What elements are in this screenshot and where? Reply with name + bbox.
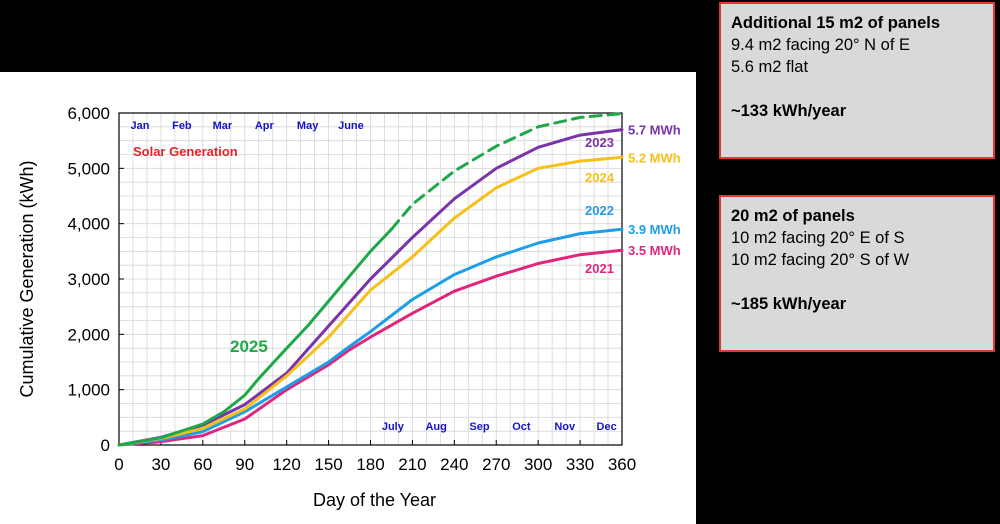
month-label: Apr bbox=[255, 120, 275, 132]
y-tick-label: 4,000 bbox=[67, 215, 110, 234]
year-label-2025: 2025 bbox=[230, 337, 268, 356]
info-box-total: ~133 kWh/year bbox=[731, 102, 847, 120]
end-label-2024: 5.2 MWh bbox=[628, 150, 681, 165]
info-box-line: 9.4 m2 facing 20° N of E bbox=[731, 36, 911, 54]
month-label: Feb bbox=[172, 120, 192, 132]
y-tick-label: 0 bbox=[101, 436, 110, 455]
x-tick-label: 0 bbox=[114, 455, 123, 474]
month-label: May bbox=[297, 120, 319, 132]
series-line-2022 bbox=[117, 227, 624, 447]
year-label-2022: 2022 bbox=[585, 203, 614, 218]
end-label-2021: 3.5 MWh bbox=[628, 243, 681, 258]
x-tick-label: 120 bbox=[272, 455, 300, 474]
y-tick-label: 5,000 bbox=[67, 159, 110, 178]
info-box-title: Additional 15 m2 of panels bbox=[731, 14, 941, 32]
x-tick-label: 30 bbox=[151, 455, 170, 474]
end-label-2022: 3.9 MWh bbox=[628, 222, 681, 237]
year-label-2024: 2024 bbox=[585, 170, 615, 185]
y-tick-label: 6,000 bbox=[67, 104, 110, 123]
series-line-2025 bbox=[117, 227, 393, 447]
x-tick-label: 360 bbox=[608, 455, 636, 474]
info-box-line: 10 m2 facing 20° S of W bbox=[731, 251, 910, 269]
x-axis-title: Day of the Year bbox=[313, 490, 436, 510]
x-tick-label: 240 bbox=[440, 455, 468, 474]
chart-panel: 0 30 60 90 120 150 180 210 240 270 300 330 360 0 1,000… bbox=[0, 72, 696, 524]
chart-title: Solar Generation bbox=[133, 144, 238, 159]
y-tick-label: 1,000 bbox=[67, 381, 110, 400]
x-tick-label: 270 bbox=[482, 455, 510, 474]
series-line-2024 bbox=[117, 155, 624, 447]
year-label-2021: 2021 bbox=[585, 261, 614, 276]
info-box-line: 10 m2 facing 20° E of S bbox=[731, 229, 905, 247]
series-line-2021 bbox=[117, 248, 624, 447]
info-box-total: ~185 kWh/year bbox=[731, 295, 847, 313]
month-label: Sep bbox=[469, 421, 489, 433]
series-line-2025-projection bbox=[390, 112, 624, 231]
cumulative-generation-chart: 0 30 60 90 120 150 180 210 240 270 300 330 360 0 1,000… bbox=[17, 104, 681, 510]
info-box-original-panels: 20 m2 of panels 10 m2 facing 20° E of S … bbox=[719, 195, 995, 352]
y-axis-title: Cumulative Generation (kWh) bbox=[17, 160, 37, 397]
x-tick-label: 90 bbox=[235, 455, 254, 474]
x-tick-label: 180 bbox=[356, 455, 384, 474]
month-label: Oct bbox=[512, 421, 531, 433]
y-tick-label: 2,000 bbox=[67, 325, 110, 344]
month-label: Dec bbox=[597, 421, 617, 433]
x-tick-label: 150 bbox=[314, 455, 342, 474]
month-label: June bbox=[338, 120, 364, 132]
month-label: July bbox=[382, 421, 405, 433]
info-box-line: 5.6 m2 flat bbox=[731, 58, 809, 76]
month-label: Aug bbox=[425, 421, 446, 433]
month-label: Mar bbox=[213, 120, 233, 132]
x-tick-label: 210 bbox=[398, 455, 426, 474]
end-label-2023: 5.7 MWh bbox=[628, 123, 681, 138]
y-tick-label: 3,000 bbox=[67, 270, 110, 289]
month-label: Nov bbox=[554, 421, 576, 433]
x-tick-label: 60 bbox=[193, 455, 212, 474]
info-box-title: 20 m2 of panels bbox=[731, 207, 855, 225]
month-label: Jan bbox=[130, 120, 149, 132]
year-label-2023: 2023 bbox=[585, 135, 614, 150]
x-tick-label: 300 bbox=[524, 455, 552, 474]
x-tick-label: 330 bbox=[566, 455, 594, 474]
info-box-additional-panels: Additional 15 m2 of panels 9.4 m2 facing… bbox=[719, 2, 995, 159]
